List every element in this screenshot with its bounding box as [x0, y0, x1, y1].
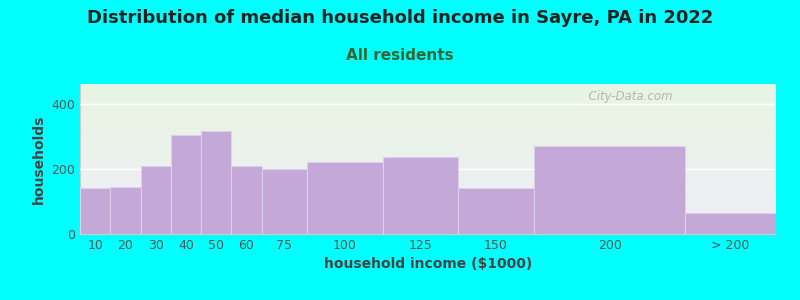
Y-axis label: households: households	[32, 114, 46, 204]
Bar	[307, 162, 382, 234]
Bar	[170, 134, 201, 234]
Bar	[262, 169, 307, 234]
Bar	[80, 188, 110, 234]
X-axis label: household income ($1000): household income ($1000)	[324, 257, 532, 272]
Text: City-Data.com: City-Data.com	[581, 90, 673, 103]
Bar	[201, 131, 231, 234]
Bar	[534, 146, 686, 234]
Text: Distribution of median household income in Sayre, PA in 2022: Distribution of median household income …	[87, 9, 713, 27]
Text: All residents: All residents	[346, 48, 454, 63]
Bar	[458, 188, 534, 234]
Bar	[231, 166, 262, 234]
Bar	[382, 158, 458, 234]
Bar	[686, 213, 776, 234]
Bar	[110, 187, 141, 234]
Bar	[141, 166, 170, 234]
